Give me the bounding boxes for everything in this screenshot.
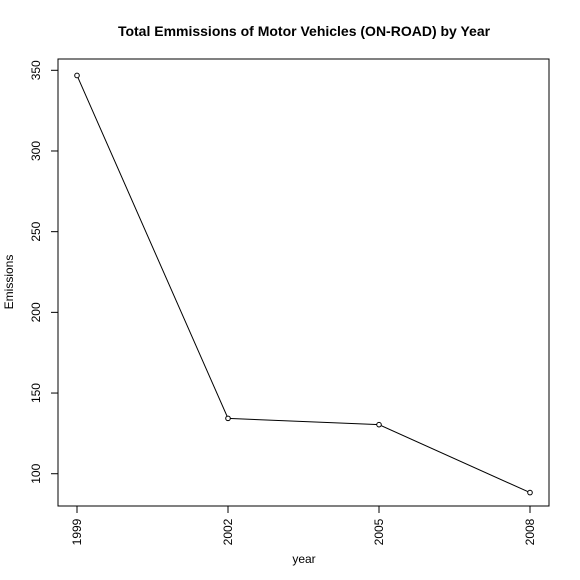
x-axis-label: year [292, 552, 315, 566]
x-tick-label: 2002 [221, 518, 235, 545]
x-axis: 1999 2002 2005 2008 [70, 505, 537, 545]
data-point [376, 421, 382, 428]
y-tick-label: 100 [29, 463, 43, 483]
y-tick-label: 150 [29, 383, 43, 403]
chart-title: Total Emmissions of Motor Vehicles (ON-R… [118, 23, 491, 39]
x-tick-label: 2008 [523, 518, 537, 545]
y-tick-label: 200 [29, 302, 43, 322]
series-line [76, 75, 531, 494]
plot-frame [57, 58, 550, 507]
y-axis-label: Emissions [2, 255, 16, 310]
y-tick-label: 250 [29, 221, 43, 241]
y-axis: 100 150 200 250 300 350 [29, 60, 59, 484]
x-tick-label: 1999 [70, 518, 84, 545]
x-tick-label: 2005 [372, 518, 386, 545]
data-point [225, 415, 231, 422]
y-tick-label: 300 [29, 141, 43, 161]
y-tick-label: 350 [29, 60, 43, 80]
data-point [74, 72, 80, 79]
series-points [74, 72, 533, 496]
data-point [527, 489, 533, 496]
